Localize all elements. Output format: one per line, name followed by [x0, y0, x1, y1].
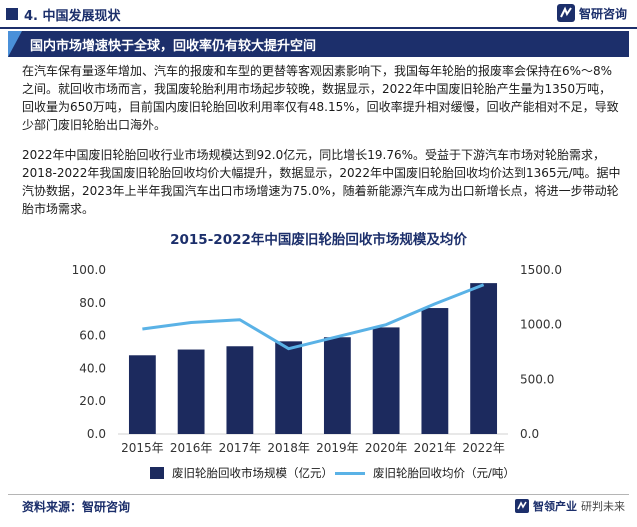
y-right-tick-label: 1000.0 [520, 318, 562, 332]
bar-6 [372, 327, 400, 434]
brand-logo-text: 智研咨询 [578, 6, 627, 21]
section-title: 4. 中国发展现状 [24, 9, 121, 24]
y-left-tick-label: 40.0 [79, 361, 106, 375]
body-paragraph-1: 在汽车保有量逐年增加、汽车的报废和车型的更替等客观因素影响下，我国每年轮胎的报废… [22, 64, 619, 132]
bar-1 [128, 355, 156, 434]
bar-3 [226, 346, 254, 434]
combo-chart: 0.0 20.0 40.0 60.0 80.0 100.0 0.0 500.0 1000.0 15… [72, 263, 562, 455]
x-tick-label: 2016年 [170, 441, 213, 455]
legend-label-avg-price: 废旧轮胎回收均价（元/吨） [373, 466, 515, 480]
bar-2 [177, 349, 205, 434]
x-tick-label: 2021年 [414, 441, 457, 455]
y-left-tick-label: 60.0 [79, 329, 106, 343]
body-paragraph-2: 2022年中国废旧轮胎回收行业市场规模达到92.0亿元，同比增长19.76%。受… [22, 148, 621, 216]
source-note: 资料来源：智研咨询 [22, 500, 131, 514]
x-tick-label: 2018年 [267, 441, 310, 455]
headline-banner: 国内市场增速快于全球，回收率仍有较大提升空间 [8, 31, 629, 57]
banner-accent [8, 31, 22, 57]
y-right-tick-label: 500.0 [520, 372, 554, 386]
legend-line-swatch [335, 471, 365, 475]
legend-bar-swatch [150, 467, 164, 479]
legend-item-avg-price: 废旧轮胎回收均价（元/吨） [335, 465, 515, 481]
x-tick-label: 2022年 [462, 441, 505, 455]
legend-item-market-size: 废旧轮胎回收市场规模（亿元） [150, 465, 333, 481]
avg-price-line [142, 283, 485, 351]
section-marker-icon [6, 8, 18, 20]
bar-8 [470, 283, 498, 434]
chart-title: 2015-2022年中国废旧轮胎回收市场规模及均价 [170, 232, 467, 248]
brand-logo: 智研咨询 [556, 4, 627, 22]
header-divider [0, 27, 637, 29]
x-tick-label: 2020年 [365, 441, 408, 455]
footer-brand-b: 研判未来 [581, 500, 625, 513]
y-left-tick-label: 100.0 [72, 263, 106, 277]
y-left-tick-label: 80.0 [79, 296, 106, 310]
x-tick-label: 2017年 [219, 441, 262, 455]
y-left-tick-label: 0.0 [87, 427, 106, 441]
chart-legend: 废旧轮胎回收市场规模（亿元） 废旧轮胎回收均价（元/吨） [0, 465, 637, 483]
headline-title: 国内市场增速快于全球，回收率仍有较大提升空间 [30, 39, 317, 54]
bar-4 [275, 341, 303, 434]
legend-label-market-size: 废旧轮胎回收市场规模（亿元） [172, 466, 333, 480]
bar-7 [421, 308, 449, 434]
footer-brand: 智领产业 研判未来 [515, 498, 625, 514]
x-tick-label: 2015年 [121, 441, 164, 455]
brand-logo-icon [556, 4, 575, 22]
section-header: 4. 中国发展现状 智研咨询 [0, 0, 637, 28]
y-right-tick-label: 1500.0 [520, 263, 562, 277]
footer-brand-a: 智领产业 [533, 500, 577, 513]
footer-logo-icon [515, 499, 529, 513]
bar-5 [323, 337, 351, 434]
y-right-tick-label: 0.0 [520, 427, 539, 441]
y-left-tick-label: 20.0 [79, 394, 106, 408]
x-tick-label: 2019年 [316, 441, 359, 455]
footer-divider [8, 494, 629, 495]
